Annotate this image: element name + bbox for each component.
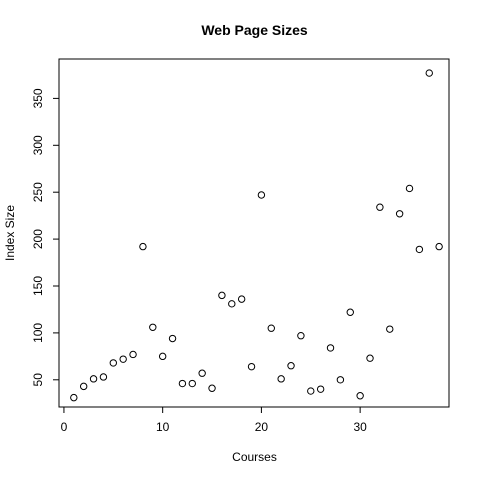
- y-tick-label-0: 50: [31, 373, 45, 387]
- x-axis-label: Courses: [232, 450, 277, 464]
- plot-frame: [58, 58, 450, 408]
- data-point-20: [267, 324, 275, 332]
- y-tick-label-1: 100: [31, 323, 45, 343]
- data-point-1: [79, 382, 88, 391]
- data-point-35: [415, 245, 424, 254]
- y-axis: 50 100 150 200 250 300 350: [31, 88, 59, 386]
- data-point-27: [336, 376, 345, 384]
- data-point-5: [119, 355, 127, 363]
- x-tick-label-1: 10: [156, 420, 170, 434]
- data-point-33: [395, 210, 404, 218]
- y-tick-label-6: 350: [31, 88, 45, 108]
- data-point-37: [435, 242, 443, 251]
- data-point-15: [218, 291, 226, 300]
- data-point-30: [366, 354, 374, 362]
- y-tick-label-2: 150: [31, 276, 45, 296]
- data-point-3: [99, 373, 108, 381]
- data-point-4: [109, 359, 118, 367]
- data-point-10: [168, 334, 177, 343]
- data-point-22: [287, 362, 295, 370]
- data-point-23: [297, 332, 305, 340]
- data-point-2: [89, 375, 98, 383]
- data-point-12: [188, 379, 196, 388]
- y-tick-label-4: 250: [31, 182, 45, 202]
- data-point-29: [356, 392, 364, 400]
- chart-title: Web Page Sizes: [201, 22, 308, 38]
- x-tick-label-2: 20: [255, 420, 269, 434]
- data-point-6: [129, 350, 137, 359]
- x-axis: 0 10 20 30: [61, 407, 367, 434]
- data-point-21: [277, 375, 285, 383]
- data-point-26: [326, 344, 335, 352]
- data-point-25: [316, 385, 325, 393]
- data-point-17: [237, 295, 246, 303]
- data-point-36: [425, 69, 433, 77]
- data-point-19: [257, 191, 266, 199]
- y-tick-label-5: 300: [31, 135, 45, 155]
- data-point-28: [346, 308, 354, 316]
- data-point-16: [228, 300, 236, 308]
- y-tick-label-3: 200: [31, 229, 45, 249]
- data-point-34: [405, 184, 414, 193]
- data-point-32: [386, 325, 394, 333]
- data-point-9: [158, 352, 167, 361]
- y-axis-label: Index Size: [3, 205, 17, 261]
- data-point-11: [178, 379, 187, 388]
- data-point-14: [208, 384, 216, 392]
- data-point-31: [376, 203, 384, 211]
- x-tick-label-3: 30: [353, 420, 367, 434]
- data-point-8: [149, 323, 157, 331]
- data-point-0: [70, 393, 78, 402]
- data-point-24: [307, 387, 315, 395]
- data-points: [70, 69, 443, 402]
- data-point-13: [198, 369, 206, 377]
- data-point-7: [139, 242, 147, 251]
- data-point-18: [247, 362, 256, 371]
- x-tick-label-0: 0: [61, 420, 68, 434]
